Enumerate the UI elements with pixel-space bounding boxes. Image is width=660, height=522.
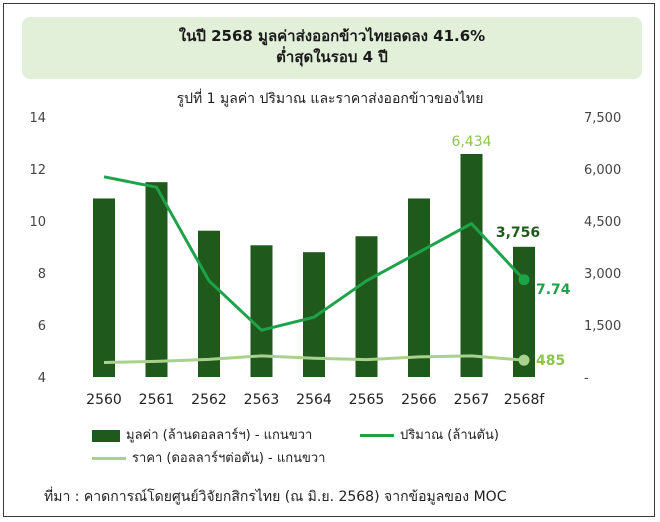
right-axis-tick-label: 6,000 — [584, 163, 621, 178]
legend-item-volume: ปริมาณ (ล้านตัน) — [360, 424, 499, 445]
data-label-value-last: 3,756 — [496, 225, 540, 241]
figure-frame: ในปี 2568 มูลค่าส่งออกข้าวไทยลดลง 41.6% … — [3, 3, 655, 517]
x-axis-tick-label: 2568f — [504, 392, 546, 408]
price-line — [103, 354, 525, 364]
x-axis-tick-label: 2564 — [296, 392, 332, 408]
x-axis-tick-label: 2560 — [86, 392, 122, 408]
left-axis-tick-label: 14 — [29, 111, 46, 126]
bar-value — [408, 198, 430, 377]
headline-line-1: ในปี 2568 มูลค่าส่งออกข้าวไทยลดลง 41.6% — [178, 27, 486, 45]
bar-value — [198, 230, 220, 377]
bar-value — [250, 245, 273, 377]
right-axis-tick-label: 4,500 — [584, 215, 621, 230]
x-axis-tick-label: 2563 — [244, 392, 280, 408]
legend-label-value: มูลค่า (ล้านดอลลาร์ฯ) - แกนขวา — [126, 428, 313, 443]
data-label-value-peak: 6,434 — [451, 134, 491, 150]
volume-line — [103, 175, 526, 332]
bar-value — [513, 246, 535, 377]
x-axis-tick-label: 2566 — [401, 392, 437, 408]
source-note: ที่มา : คาดการณ์โดยศูนย์วิจัยกสิกรไทย (ณ… — [44, 489, 507, 505]
legend-item-price: ราคา (ดอลลาร์ฯต่อตัน) - แกนขวา — [92, 447, 325, 468]
legend-swatch-volume — [360, 434, 394, 437]
chart-plot: 4 6 8 10 12 14 - 1,500 3,000 4,500 6,000 7,500 2560 2… — [29, 111, 621, 408]
bar-value — [145, 182, 168, 377]
left-axis-tick-label: 10 — [29, 215, 46, 230]
left-axis-tick-label: 8 — [38, 267, 46, 282]
right-axis-tick-label: - — [584, 371, 589, 386]
bar-value — [303, 252, 325, 377]
right-axis-tick-label: 3,000 — [584, 267, 621, 282]
legend-item-value: มูลค่า (ล้านดอลลาร์ฯ) - แกนขวา — [92, 424, 312, 445]
left-axis-tick-label: 6 — [38, 319, 46, 334]
right-axis-tick-label: 7,500 — [584, 111, 621, 126]
bar-value — [93, 198, 115, 377]
volume-line-end-point — [518, 274, 530, 286]
legend-label-price: ราคา (ดอลลาร์ฯต่อตัน) - แกนขวา — [132, 451, 326, 466]
bar-value — [460, 153, 483, 377]
bar-value — [355, 236, 378, 377]
x-axis-tick-label: 2561 — [139, 392, 175, 408]
x-axis-tick-label: 2565 — [349, 392, 385, 408]
left-axis-tick-label: 4 — [38, 371, 46, 386]
legend-swatch-price — [92, 457, 126, 460]
legend-label-volume: ปริมาณ (ล้านตัน) — [400, 428, 499, 443]
price-line-end-point — [518, 354, 530, 366]
headline-line-2: ต่ำสุดในรอบ 4 ปี — [276, 48, 388, 66]
headline-banner: ในปี 2568 มูลค่าส่งออกข้าวไทยลดลง 41.6% … — [22, 17, 642, 79]
left-axis-tick-label: 12 — [29, 163, 46, 178]
data-label-volume-last: 7.74 — [536, 282, 571, 298]
data-label-price-last: 485 — [536, 353, 565, 369]
legend-swatch-value — [92, 429, 120, 442]
x-axis-tick-label: 2562 — [191, 392, 227, 408]
x-axis-tick-label: 2567 — [454, 392, 490, 408]
right-axis-tick-label: 1,500 — [584, 319, 621, 334]
chart-title: รูปที่ 1 มูลค่า ปริมาณ และราคาส่งออกข้าว… — [176, 91, 484, 107]
